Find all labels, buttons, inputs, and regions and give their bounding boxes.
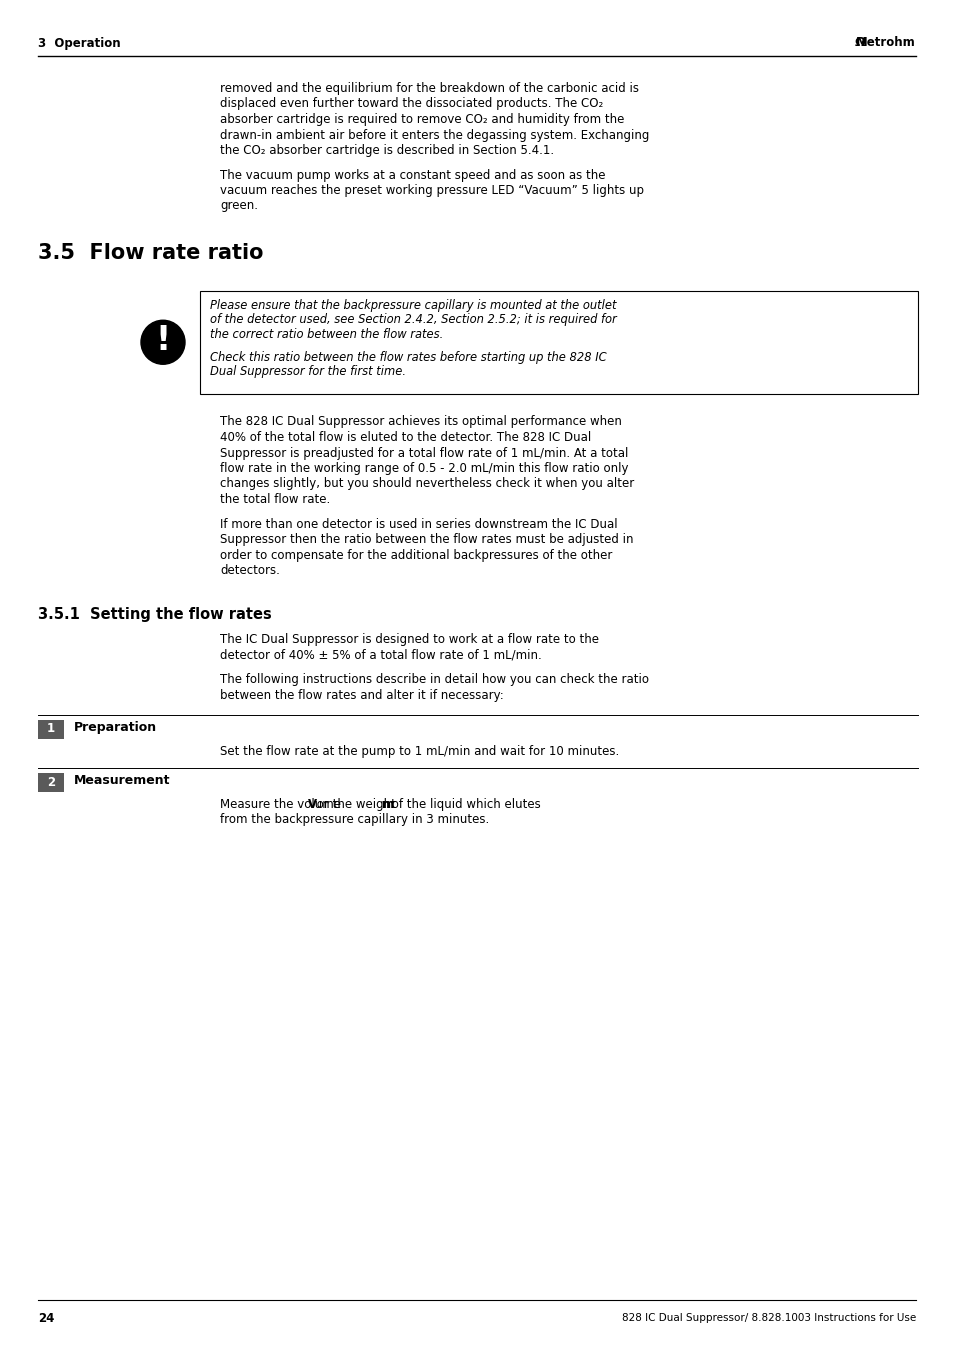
- Text: The vacuum pump works at a constant speed and as soon as the: The vacuum pump works at a constant spee…: [220, 169, 605, 181]
- Text: The IC Dual Suppressor is designed to work at a flow rate to the: The IC Dual Suppressor is designed to wo…: [220, 634, 598, 647]
- Text: drawn-in ambient air before it enters the degassing system. Exchanging: drawn-in ambient air before it enters th…: [220, 128, 649, 142]
- Bar: [38, 773, 64, 792]
- Text: Dual Suppressor for the first time.: Dual Suppressor for the first time.: [210, 365, 406, 378]
- Text: 3.5.1  Setting the flow rates: 3.5.1 Setting the flow rates: [38, 608, 272, 623]
- Text: 40% of the total flow is eluted to the detector. The 828 IC Dual: 40% of the total flow is eluted to the d…: [220, 431, 591, 444]
- Text: 3.5  Flow rate ratio: 3.5 Flow rate ratio: [38, 243, 263, 263]
- Text: green.: green.: [220, 200, 257, 212]
- Bar: [38, 720, 64, 739]
- Text: Metrohm: Metrohm: [856, 36, 915, 50]
- Text: Measure the volume: Measure the volume: [220, 798, 344, 811]
- Text: changes slightly, but you should nevertheless check it when you alter: changes slightly, but you should neverth…: [220, 477, 634, 490]
- Text: 3  Operation: 3 Operation: [38, 36, 120, 50]
- Text: 828 IC Dual Suppressor/ 8.828.1003 Instructions for Use: 828 IC Dual Suppressor/ 8.828.1003 Instr…: [621, 1313, 915, 1323]
- Text: of the liquid which elutes: of the liquid which elutes: [387, 798, 540, 811]
- Text: 1: 1: [47, 723, 55, 735]
- Text: from the backpressure capillary in 3 minutes.: from the backpressure capillary in 3 min…: [220, 813, 489, 827]
- Text: V: V: [308, 798, 316, 811]
- Text: of the detector used, see Section 2.4.2, Section 2.5.2; it is required for: of the detector used, see Section 2.4.2,…: [210, 313, 616, 327]
- Text: flow rate in the working range of 0.5 - 2.0 mL/min this flow ratio only: flow rate in the working range of 0.5 - …: [220, 462, 628, 476]
- Text: Suppressor then the ratio between the flow rates must be adjusted in: Suppressor then the ratio between the fl…: [220, 534, 633, 546]
- Text: Measurement: Measurement: [74, 774, 171, 788]
- Text: the CO₂ absorber cartridge is described in Section 5.4.1.: the CO₂ absorber cartridge is described …: [220, 145, 554, 157]
- Text: Ω: Ω: [854, 36, 865, 50]
- Text: between the flow rates and alter it if necessary:: between the flow rates and alter it if n…: [220, 689, 503, 703]
- Text: the total flow rate.: the total flow rate.: [220, 493, 330, 507]
- Text: absorber cartridge is required to remove CO₂ and humidity from the: absorber cartridge is required to remove…: [220, 113, 623, 126]
- Text: Check this ratio between the flow rates before starting up the 828 IC: Check this ratio between the flow rates …: [210, 350, 606, 363]
- Text: 2: 2: [47, 775, 55, 789]
- Text: detector of 40% ± 5% of a total flow rate of 1 mL/min.: detector of 40% ± 5% of a total flow rat…: [220, 648, 541, 662]
- Circle shape: [141, 320, 185, 365]
- Text: detectors.: detectors.: [220, 563, 279, 577]
- Text: displaced even further toward the dissociated products. The CO₂: displaced even further toward the dissoc…: [220, 97, 602, 111]
- Bar: [200, 290, 917, 393]
- Text: order to compensate for the additional backpressures of the other: order to compensate for the additional b…: [220, 549, 612, 562]
- Text: Suppressor is preadjusted for a total flow rate of 1 mL/min. At a total: Suppressor is preadjusted for a total fl…: [220, 446, 628, 459]
- Text: The following instructions describe in detail how you can check the ratio: The following instructions describe in d…: [220, 674, 648, 686]
- Text: 24: 24: [38, 1312, 54, 1324]
- Text: or the weight: or the weight: [313, 798, 399, 811]
- Text: !: !: [155, 324, 171, 357]
- Text: The 828 IC Dual Suppressor achieves its optimal performance when: The 828 IC Dual Suppressor achieves its …: [220, 416, 621, 428]
- Text: m: m: [382, 798, 395, 811]
- Text: Set the flow rate at the pump to 1 mL/min and wait for 10 minutes.: Set the flow rate at the pump to 1 mL/mi…: [220, 744, 618, 758]
- Text: removed and the equilibrium for the breakdown of the carbonic acid is: removed and the equilibrium for the brea…: [220, 82, 639, 95]
- Text: the correct ratio between the flow rates.: the correct ratio between the flow rates…: [210, 328, 443, 340]
- Text: Please ensure that the backpressure capillary is mounted at the outlet: Please ensure that the backpressure capi…: [210, 299, 616, 312]
- Text: vacuum reaches the preset working pressure LED “Vacuum” 5 lights up: vacuum reaches the preset working pressu…: [220, 184, 643, 197]
- Text: If more than one detector is used in series downstream the IC Dual: If more than one detector is used in ser…: [220, 517, 617, 531]
- Text: Preparation: Preparation: [74, 720, 157, 734]
